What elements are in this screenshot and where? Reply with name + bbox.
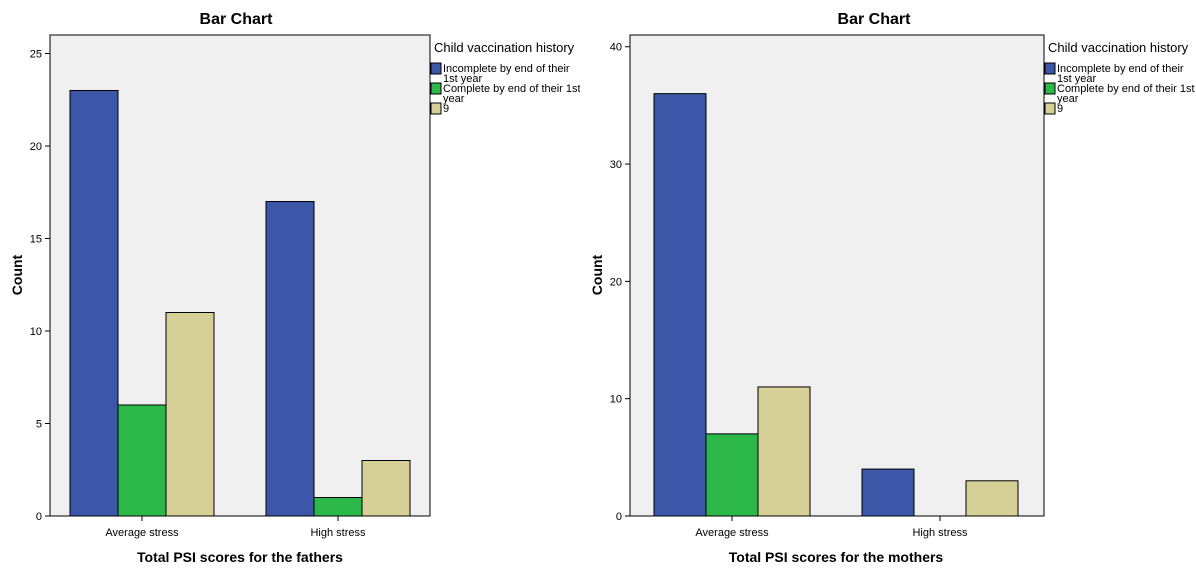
y-tick-label: 0: [616, 511, 622, 523]
y-tick-label: 30: [610, 159, 622, 171]
legend-label: Complete by end of their 1st: [443, 83, 580, 95]
y-axis-label: Count: [9, 254, 25, 295]
y-tick-label: 0: [36, 511, 42, 523]
y-tick-label: 40: [610, 42, 622, 54]
legend-label: year: [1057, 93, 1079, 105]
legend-label: 9: [1057, 103, 1063, 115]
legend-label: 9: [443, 103, 449, 115]
chart-marks: 0 5 10 15 20 25 Average stress High stress Incom…: [30, 49, 580, 540]
y-tick-label: 25: [30, 49, 42, 61]
legend-title: Child vaccination history: [1048, 40, 1189, 55]
legend-swatch: [430, 82, 442, 95]
y-axis-label: Count: [589, 254, 605, 295]
chart-title: Bar Chart: [200, 11, 274, 28]
chart-title: Bar Chart: [838, 11, 912, 28]
bar: [653, 93, 707, 517]
bar: [165, 312, 215, 517]
y-tick-label: 5: [36, 419, 42, 431]
chart-svg-mothers: Bar Chart Count Total PSI scores for the…: [589, 11, 1195, 565]
y-tick-label: 10: [30, 326, 42, 338]
y-tick-label: 20: [610, 276, 622, 288]
y-tick-label: 10: [610, 394, 622, 406]
legend-swatch: [430, 102, 442, 115]
bar: [861, 468, 915, 517]
y-tick-label: 20: [30, 141, 42, 153]
legend-label: Complete by end of their 1st: [1057, 83, 1195, 95]
legend-swatch: [1044, 62, 1056, 75]
legend-label: Incomplete by end of their: [1057, 63, 1184, 75]
legend-swatch: [1044, 102, 1056, 115]
x-tick-label: Average stress: [695, 527, 769, 539]
bar: [361, 460, 411, 517]
bar: [705, 433, 759, 517]
chart-svg-fathers: Bar Chart Count Total PSI scores for the…: [9, 11, 580, 565]
legend-swatch: [1044, 82, 1056, 95]
x-tick-label: High stress: [310, 527, 366, 539]
legend-label: 1st year: [1057, 73, 1096, 85]
x-axis-label: Total PSI scores for the fathers: [137, 549, 343, 565]
legend-label: Incomplete by end of their: [443, 63, 570, 75]
bar: [117, 404, 167, 517]
bar: [965, 480, 1019, 517]
chart-marks: 0 10 20 30 40 Average stress High stress Incomp…: [610, 42, 1195, 539]
bar: [313, 497, 363, 517]
x-tick-label: Average stress: [105, 527, 179, 539]
legend-title: Child vaccination history: [434, 40, 575, 55]
legend-label: year: [443, 93, 465, 105]
bar: [757, 386, 811, 517]
x-axis-label: Total PSI scores for the mothers: [729, 549, 944, 565]
y-tick-label: 15: [30, 234, 42, 246]
bar: [69, 90, 119, 517]
x-tick-label: High stress: [912, 527, 968, 539]
bar: [265, 201, 315, 517]
bar-chart-fathers: Bar Chart Count Total PSI scores for the…: [0, 0, 580, 570]
legend-label: 1st year: [443, 73, 482, 85]
bar-chart-mothers: Bar Chart Count Total PSI scores for the…: [588, 0, 1196, 570]
legend-swatch: [430, 62, 442, 75]
